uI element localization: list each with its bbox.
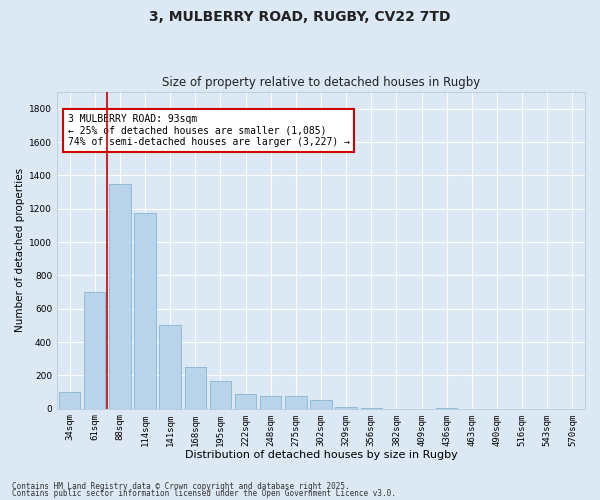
Bar — [335, 407, 357, 408]
Bar — [235, 394, 256, 408]
Bar — [160, 326, 181, 408]
Bar — [109, 184, 131, 408]
Bar — [210, 381, 231, 408]
Bar — [260, 396, 281, 408]
Text: Contains public sector information licensed under the Open Government Licence v3: Contains public sector information licen… — [12, 489, 396, 498]
Bar — [134, 213, 156, 408]
X-axis label: Distribution of detached houses by size in Rugby: Distribution of detached houses by size … — [185, 450, 457, 460]
Bar — [59, 392, 80, 408]
Bar — [285, 396, 307, 408]
Text: 3, MULBERRY ROAD, RUGBY, CV22 7TD: 3, MULBERRY ROAD, RUGBY, CV22 7TD — [149, 10, 451, 24]
Text: 3 MULBERRY ROAD: 93sqm
← 25% of detached houses are smaller (1,085)
74% of semi-: 3 MULBERRY ROAD: 93sqm ← 25% of detached… — [68, 114, 350, 148]
Bar — [310, 400, 332, 408]
Bar — [185, 367, 206, 408]
Bar — [84, 292, 106, 408]
Text: Contains HM Land Registry data © Crown copyright and database right 2025.: Contains HM Land Registry data © Crown c… — [12, 482, 350, 491]
Y-axis label: Number of detached properties: Number of detached properties — [15, 168, 25, 332]
Title: Size of property relative to detached houses in Rugby: Size of property relative to detached ho… — [162, 76, 480, 90]
